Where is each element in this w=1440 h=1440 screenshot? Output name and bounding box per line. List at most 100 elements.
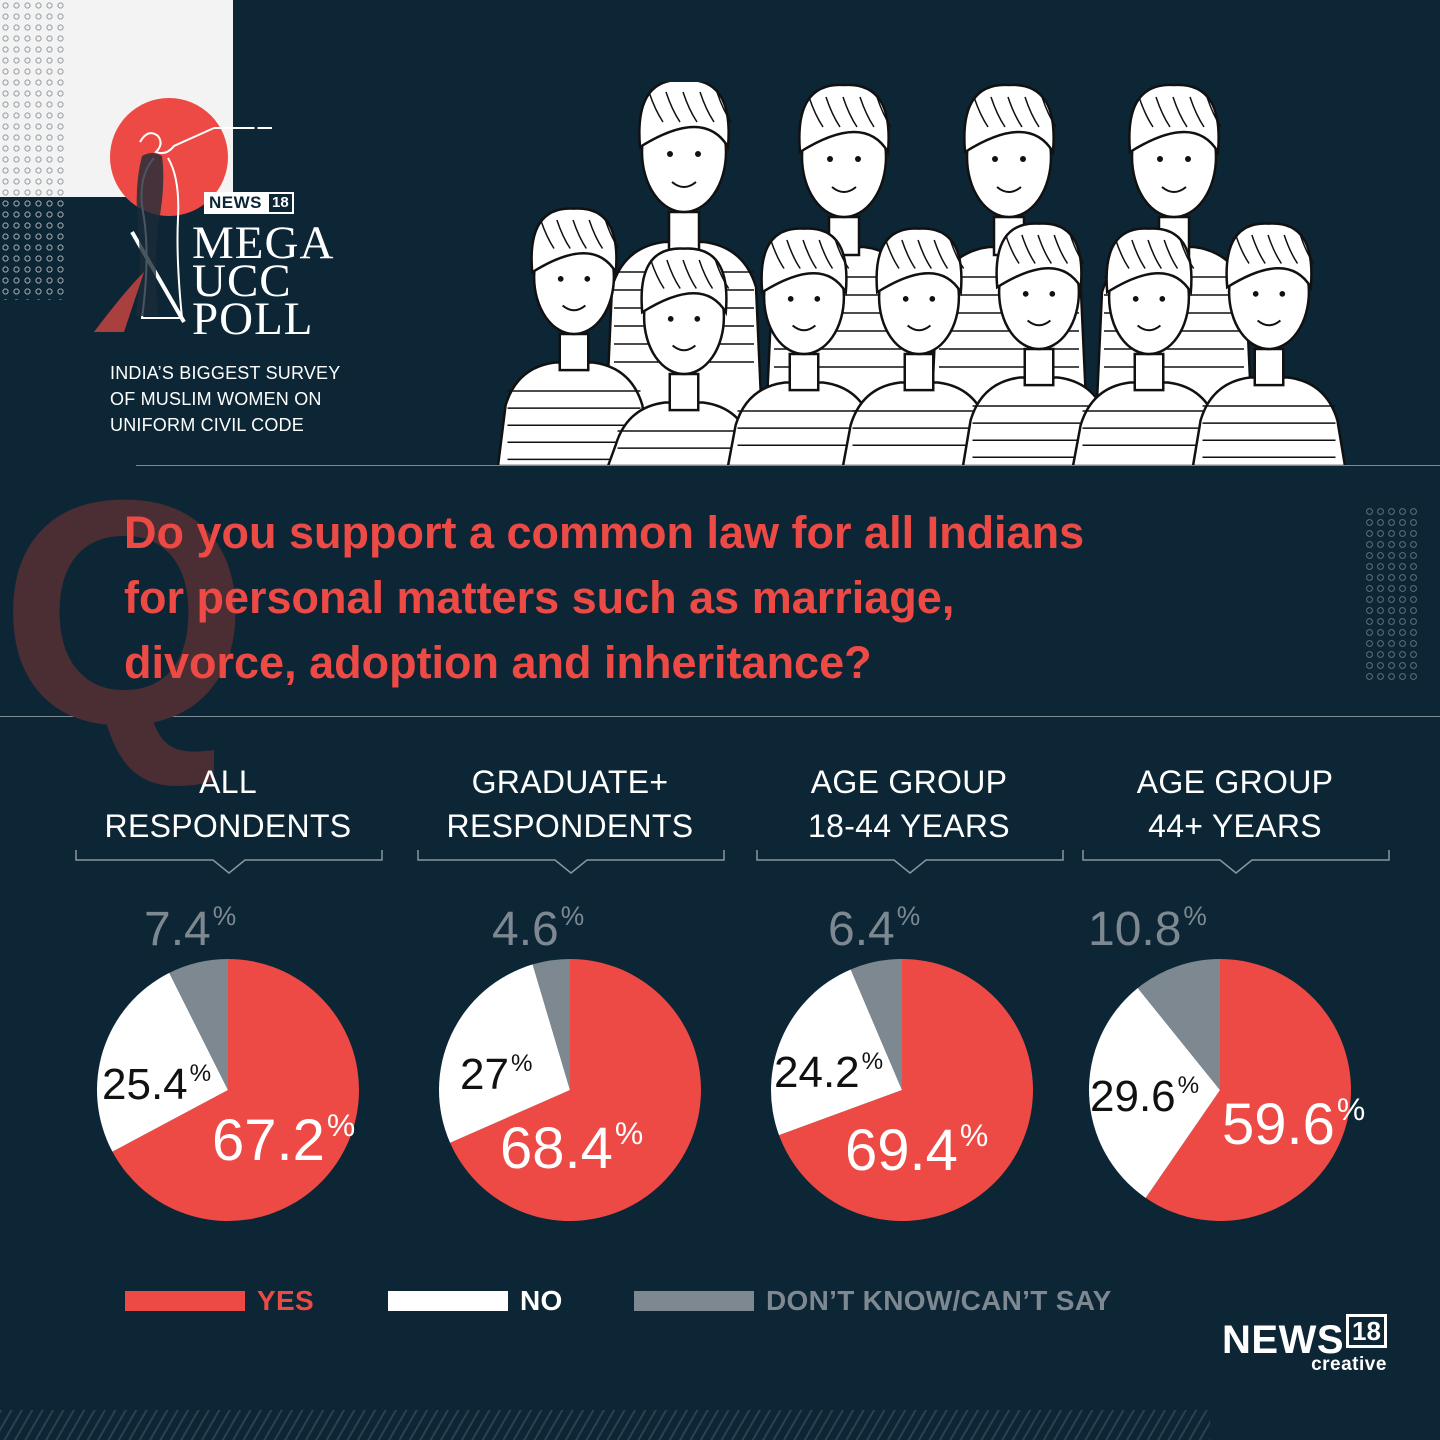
- question-line: Do you support a common law for all Indi…: [124, 507, 1085, 558]
- pie-slice-no: [1089, 988, 1220, 1198]
- news18-badge-word: NEWS: [204, 192, 267, 214]
- data-label-value: 10.8: [1088, 902, 1182, 956]
- hatch-decoration: [0, 1410, 1210, 1440]
- percent-sign: %: [560, 901, 585, 931]
- poll-title-line: MEGA: [192, 217, 335, 269]
- footer-logo-word: NEWS: [1222, 1318, 1344, 1362]
- group-label-line: 44+ YEARS: [1148, 808, 1322, 844]
- legend-swatch-yes: [125, 1291, 245, 1311]
- data-label-value: 59.6: [1222, 1091, 1335, 1157]
- data-label-value: 24.2: [774, 1048, 860, 1098]
- people-illustration: [496, 82, 1347, 466]
- data-label-no: 25.4%: [102, 1060, 212, 1107]
- news18-badge: NEWS 18: [204, 192, 294, 214]
- data-label-value: 29.6: [1090, 1072, 1176, 1122]
- subtitle-line: UNIFORM CIVIL CODE: [110, 415, 304, 435]
- percent-sign: %: [614, 1115, 644, 1151]
- pie-slice-yes: [779, 959, 1033, 1221]
- group-label-line: RESPONDENTS: [104, 808, 352, 844]
- data-label-dont-know: 4.6%: [492, 903, 584, 954]
- data-label-no: 29.6%: [1090, 1072, 1200, 1122]
- footer-logo-number: 18: [1346, 1314, 1387, 1348]
- news18-creative-logo: NEWS 18 creative: [1222, 1314, 1387, 1376]
- data-label-dont-know: 6.4%: [828, 903, 920, 954]
- legend-label-yes: YES: [257, 1285, 314, 1316]
- percent-sign: %: [212, 901, 237, 931]
- group-bracket: [417, 850, 725, 874]
- legend-swatch-no: [388, 1291, 508, 1311]
- data-label-yes: 59.6%: [1222, 1091, 1366, 1157]
- data-label-no: 24.2%: [774, 1048, 884, 1098]
- percent-sign: %: [896, 901, 921, 931]
- pie-slice-no: [771, 969, 902, 1136]
- group-label: AGE GROUP 44+ YEARS: [1070, 760, 1400, 848]
- data-label-dont-know: 7.4%: [144, 903, 236, 954]
- group-label-line: GRADUATE+: [471, 764, 669, 800]
- data-label-value: 69.4: [845, 1117, 958, 1183]
- legend-item-yes: YES: [125, 1285, 314, 1317]
- data-label-yes: 69.4%: [845, 1117, 989, 1183]
- group-label-line: 18-44 YEARS: [808, 808, 1010, 844]
- percent-sign: %: [510, 1050, 533, 1077]
- data-label-value: 68.4: [500, 1115, 613, 1181]
- pie-chart: [1089, 959, 1351, 1221]
- legend-item-dont-know: DON’T KNOW/CAN’T SAY: [634, 1285, 1112, 1317]
- pie-chart: [771, 959, 1033, 1221]
- pie-slice-dont-know: [532, 959, 570, 1090]
- question-mark-letter: Q: [0, 433, 249, 791]
- pie-slice-yes: [450, 959, 701, 1221]
- data-label-value: 6.4: [828, 902, 895, 956]
- poll-title-line: UCC: [192, 255, 292, 307]
- percent-sign: %: [1183, 901, 1207, 931]
- news18-badge-number: 18: [267, 192, 294, 214]
- pie-slice-yes: [1145, 959, 1351, 1221]
- percent-sign: %: [1177, 1072, 1200, 1099]
- pie-slice-dont-know: [850, 959, 902, 1090]
- top-divider: [136, 465, 1440, 466]
- pie-slice-dont-know: [1137, 959, 1220, 1090]
- group-label-line: RESPONDENTS: [446, 808, 694, 844]
- pie-slice-dont-know: [169, 959, 228, 1090]
- dot-grid-decoration: [0, 0, 66, 300]
- pie-slice-yes: [112, 959, 359, 1221]
- legend-swatch-dont-know: [634, 1291, 754, 1311]
- data-label-value: 27: [460, 1050, 509, 1100]
- question-text: Do you support a common law for all Indi…: [124, 500, 1344, 695]
- poll-subtitle: INDIA’S BIGGEST SURVEY OF MUSLIM WOMEN O…: [110, 360, 340, 438]
- poll-title: MEGA UCC POLL: [192, 217, 335, 345]
- group-bracket: [75, 850, 383, 874]
- legend-label-dont-know: DON’T KNOW/CAN’T SAY: [766, 1285, 1112, 1316]
- subtitle-line: INDIA’S BIGGEST SURVEY: [110, 363, 341, 383]
- group-bracket: [1082, 850, 1390, 874]
- question-line: for personal matters such as marriage,: [124, 572, 955, 623]
- pie-slice-no: [439, 964, 570, 1143]
- percent-sign: %: [959, 1117, 989, 1153]
- group-label: ALL RESPONDENTS: [63, 760, 393, 848]
- data-label-yes: 68.4%: [500, 1115, 644, 1181]
- group-label-line: AGE GROUP: [1136, 764, 1334, 800]
- subtitle-line: OF MUSLIM WOMEN ON: [110, 389, 322, 409]
- group-bracket: [756, 850, 1064, 874]
- data-label-value: 7.4: [144, 902, 211, 956]
- percent-sign: %: [326, 1107, 356, 1143]
- group-label: GRADUATE+ RESPONDENTS: [405, 760, 735, 848]
- legend-item-no: NO: [388, 1285, 563, 1317]
- percent-sign: %: [861, 1048, 884, 1075]
- percent-sign: %: [189, 1060, 212, 1087]
- data-label-yes: 67.2%: [212, 1107, 356, 1173]
- lady-justice-icon: [94, 122, 282, 332]
- data-label-value: 67.2: [212, 1107, 325, 1173]
- question-divider: [0, 716, 1440, 717]
- percent-sign: %: [1336, 1091, 1366, 1127]
- poll-title-line: POLL: [192, 293, 314, 345]
- question-line: divorce, adoption and inheritance?: [124, 637, 872, 688]
- legend-label-no: NO: [520, 1285, 563, 1316]
- pie-chart: [96, 959, 359, 1221]
- dot-grid-decoration: [1364, 506, 1420, 682]
- data-label-dont-know: 10.8%: [1088, 903, 1207, 954]
- pie-slice-no: [96, 972, 228, 1152]
- pie-chart: [439, 959, 701, 1221]
- group-label-line: AGE GROUP: [810, 764, 1008, 800]
- group-label: AGE GROUP 18-44 YEARS: [744, 760, 1074, 848]
- data-label-value: 4.6: [492, 902, 559, 956]
